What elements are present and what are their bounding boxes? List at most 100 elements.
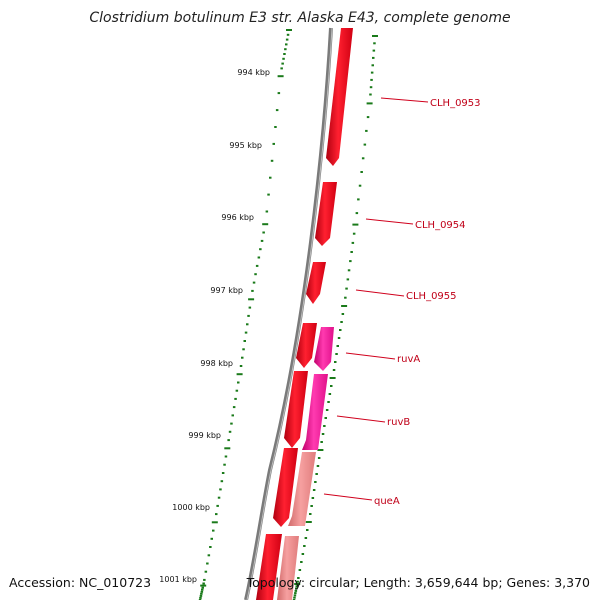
ring-major-tick [341, 305, 348, 307]
ring-minor-tick [306, 529, 309, 531]
gene-label-clh-0953[interactable]: CLH_0953 [430, 98, 481, 109]
ring-minor-tick [203, 578, 206, 581]
ring-minor-tick [237, 381, 240, 384]
ring-minor-tick [227, 439, 230, 442]
ring-minor-tick [223, 463, 226, 466]
ring-minor-tick [320, 441, 323, 443]
map-title: Clostridium botulinum E3 str. Alaska E43… [89, 10, 511, 26]
ring-minor-tick [311, 497, 315, 499]
gene-label-clh-0955[interactable]: CLH_0955 [406, 291, 457, 302]
leader-line [365, 218, 414, 225]
ring-minor-tick [358, 184, 362, 187]
ring-major-tick [286, 29, 292, 31]
ring-minor-tick [200, 590, 204, 593]
gene-feature-inner[interactable] [273, 448, 298, 527]
leader-line [345, 352, 396, 360]
ring-minor-tick [294, 592, 297, 595]
ring-minor-tick [332, 369, 336, 371]
ring-major-tick [236, 373, 243, 376]
ring-major-tick [248, 298, 255, 301]
gene-feature-clh-0955[interactable] [306, 262, 326, 304]
gene-feature-inner[interactable] [296, 323, 317, 368]
genome-summary: Topology: circular; Length: 3,659,644 bp… [246, 575, 590, 590]
ring-minor-tick [300, 561, 303, 563]
ring-minor-tick [248, 306, 252, 309]
ring-minor-tick [235, 389, 239, 392]
ring-minor-tick [293, 596, 296, 599]
ring-minor-tick [365, 129, 368, 132]
ring-minor-tick [314, 481, 317, 483]
ring-minor-tick [252, 281, 256, 284]
kbp-label: 994 kbp [237, 68, 270, 77]
ring-minor-tick [317, 457, 321, 459]
ring-minor-tick [199, 594, 203, 597]
kbp-label: 996 kbp [221, 213, 254, 222]
kbp-label: 999 kbp [188, 431, 221, 440]
ring-minor-tick [283, 53, 286, 55]
ring-minor-tick [295, 585, 298, 588]
ring-minor-tick [277, 92, 281, 95]
genome-backbone [244, 27, 333, 600]
ring-minor-tick [325, 409, 329, 411]
ring-minor-tick [346, 278, 350, 281]
ring-minor-tick [301, 553, 305, 555]
ring-minor-tick [210, 537, 213, 540]
genome-backbone-highlight [246, 27, 333, 600]
ring-minor-tick [220, 480, 224, 483]
gene-feature-quea[interactable] [288, 452, 316, 526]
ring-minor-tick [350, 251, 353, 253]
ring-minor-tick [294, 589, 298, 592]
gene-label-clh-0954[interactable]: CLH_0954 [415, 220, 466, 231]
ring-minor-tick [212, 529, 215, 532]
gene-feature-inner[interactable] [284, 371, 308, 448]
ring-minor-tick [327, 401, 330, 403]
gene-feature-outer[interactable] [277, 536, 299, 600]
gene-feature-clh-0954[interactable] [315, 182, 337, 246]
ring-minor-tick [372, 49, 376, 52]
ring-minor-tick [270, 159, 274, 162]
gene-feature-clh-0953[interactable] [326, 28, 353, 166]
ring-minor-tick [201, 588, 204, 591]
kbp-ruler: 994 kbp 995 kbp 996 kbp 997 kbp 998 kbp … [159, 68, 270, 584]
ring-minor-tick [344, 296, 347, 299]
gene-label-quea[interactable]: queA [374, 496, 400, 507]
gene-feature-inner[interactable] [256, 534, 282, 600]
ring-minor-tick [204, 570, 208, 573]
ring-minor-tick [340, 321, 343, 323]
gene-label-ruvb[interactable]: ruvB [387, 417, 410, 428]
ring-minor-tick [217, 496, 221, 499]
ring-minor-tick [282, 57, 285, 60]
ring-minor-tick [352, 232, 356, 235]
ring-minor-tick [257, 256, 261, 259]
ring-minor-tick [297, 577, 300, 579]
gc-skew-ring-left [198, 29, 292, 600]
gene-feature-ruvb[interactable] [302, 374, 328, 450]
kbp-label: 995 kbp [229, 141, 262, 150]
ring-minor-tick [335, 353, 338, 355]
ring-minor-tick [315, 473, 318, 475]
ring-minor-tick [370, 71, 374, 74]
ring-minor-tick [267, 193, 270, 196]
ring-minor-tick [360, 171, 363, 173]
gene-label-ruva[interactable]: ruvA [397, 354, 420, 365]
ring-minor-tick [347, 269, 351, 272]
ring-minor-tick [285, 43, 288, 46]
ring-minor-tick [274, 126, 277, 128]
ring-minor-tick [296, 580, 299, 583]
ring-minor-tick [246, 323, 249, 326]
ring-minor-tick [370, 78, 373, 81]
ring-minor-tick [339, 329, 342, 331]
ring-major-tick [366, 102, 373, 105]
ring-minor-tick [298, 569, 302, 571]
ring-minor-tick [281, 62, 284, 65]
kbp-label: 997 kbp [210, 286, 243, 295]
ring-minor-tick [239, 365, 243, 367]
ring-minor-tick [209, 546, 212, 548]
kbp-label: 1000 kbp [172, 503, 210, 512]
ring-minor-tick [361, 157, 365, 160]
ring-minor-tick [224, 455, 228, 458]
ring-minor-tick [328, 393, 332, 395]
gene-feature-ruva[interactable] [314, 327, 334, 371]
ring-minor-tick [363, 143, 367, 146]
ring-major-tick [305, 521, 312, 523]
